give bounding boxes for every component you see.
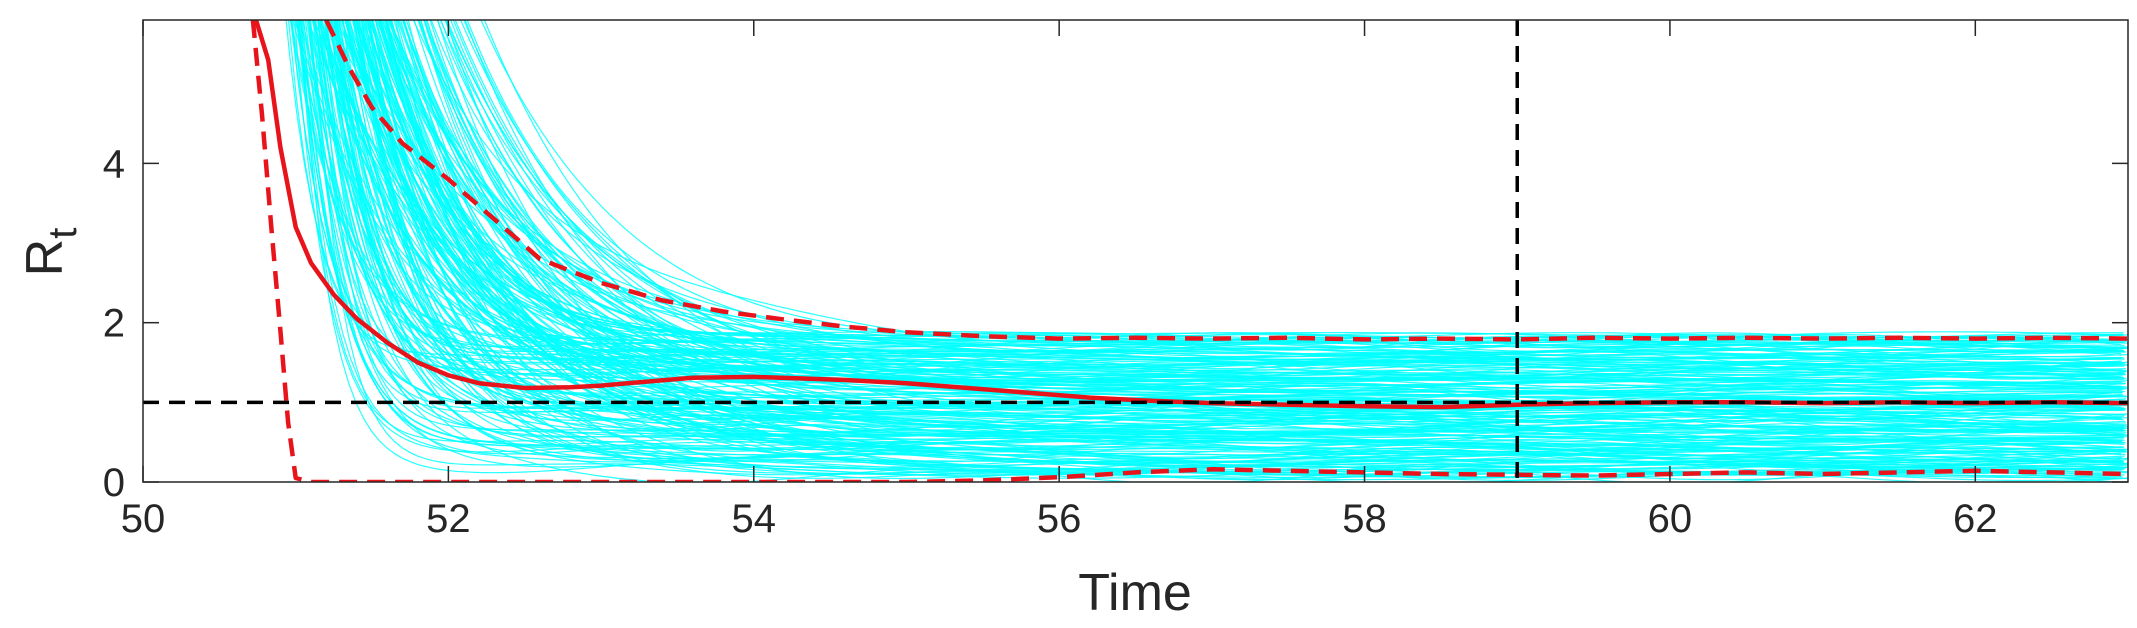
ensemble-line — [342, 20, 2128, 430]
svg-text:Rt: Rt — [16, 228, 85, 277]
ensemble-line — [333, 20, 2124, 355]
x-tick-label: 54 — [732, 497, 777, 541]
ensemble-line — [466, 20, 2122, 360]
y-axis: 0 2 4 — [103, 142, 2128, 505]
x-tick-label: 62 — [1953, 497, 1998, 541]
series-lines — [250, 20, 2128, 482]
series-lower-bound — [250, 20, 2128, 482]
ensemble-line — [391, 20, 2125, 349]
ensemble-line — [329, 20, 2122, 366]
x-tick-label: 56 — [1037, 497, 1082, 541]
x-tick-label: 58 — [1342, 497, 1387, 541]
ensemble-line — [378, 20, 2128, 372]
x-axis: 50 52 54 56 58 60 62 — [121, 20, 1998, 541]
ensemble-line — [371, 20, 2123, 339]
reference-lines — [143, 20, 2128, 482]
ensemble-line — [324, 20, 2128, 381]
series-median — [253, 20, 2128, 410]
y-axis-title: Rt — [16, 228, 85, 277]
ensemble-line — [390, 20, 2128, 347]
x-tick-label: 52 — [426, 497, 471, 541]
ensemble-line — [364, 20, 2121, 364]
ensemble-line — [332, 20, 2124, 361]
ensemble-line — [331, 20, 2122, 444]
x-axis-title: Time — [1078, 564, 1192, 622]
series-upper-bound — [324, 20, 2128, 342]
y-tick-label: 2 — [103, 302, 125, 346]
ensemble-line — [291, 20, 2122, 366]
ensemble-line — [401, 20, 2125, 415]
ensemble-line — [388, 20, 2124, 403]
ensemble-line — [309, 20, 2126, 417]
ensemble-line — [334, 20, 2121, 423]
plot-frame — [142, 19, 2129, 483]
ensemble-line — [356, 20, 2127, 468]
ensemble-line — [371, 20, 2122, 392]
x-tick-label: 60 — [1648, 497, 1693, 541]
y-tick-label: 4 — [103, 142, 125, 186]
x-tick-label: 50 — [121, 497, 166, 541]
ensemble-line — [383, 20, 2121, 433]
y-tick-label: 0 — [103, 461, 125, 505]
ensemble-line — [400, 20, 2126, 386]
y-axis-title-subscript: t — [41, 228, 85, 239]
y-axis-title-main: R — [16, 239, 74, 277]
